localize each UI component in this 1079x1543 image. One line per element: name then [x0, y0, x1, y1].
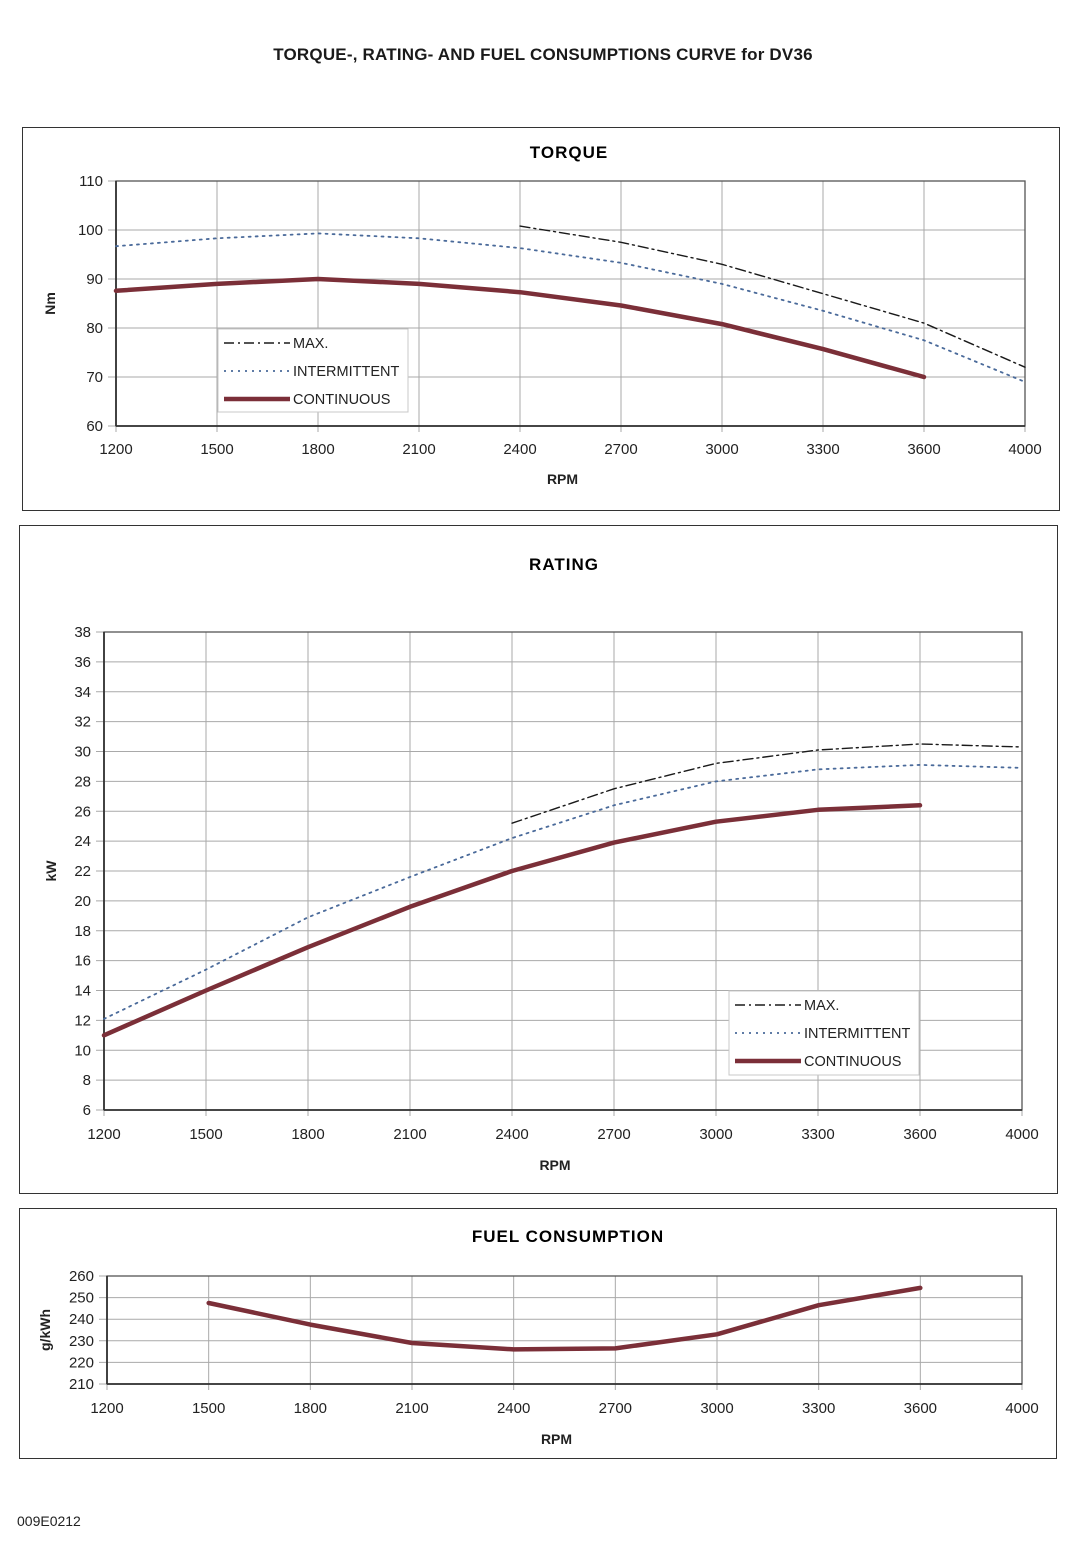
rating-chart: RATING 6 8 10 12 14 16 18 20 22 24 26 28 30 32 34 36 38 12…: [43, 555, 1039, 1173]
y-axis-label: Nm: [42, 292, 58, 315]
y-tick-label: 32: [74, 714, 91, 731]
y-tick-label: 28: [74, 773, 91, 790]
x-tick-label: 2700: [597, 1126, 630, 1143]
series-line-continuous: [206, 1285, 923, 1352]
fuel-consumption-chart-panel: FUEL CONSUMPTION 210 220 230 240 250 260 1200 15…: [19, 1208, 1057, 1459]
y-tick-label: 90: [86, 271, 103, 288]
y-tick-label: 110: [79, 173, 103, 190]
y-tick-label: 210: [69, 1376, 94, 1393]
x-tick-label: 1800: [294, 1400, 327, 1417]
legend-label-intermittent: INTERMITTENT: [293, 364, 399, 380]
torque-chart-panel: TORQUE 60 70 80 90 100 110 1200 1500 1800 2100 2400…: [22, 127, 1060, 511]
x-tick-label: 3000: [700, 1400, 733, 1417]
x-tick-label: 4000: [1008, 441, 1041, 458]
x-tick-label: 4000: [1005, 1400, 1038, 1417]
x-tick-label: 2700: [604, 441, 637, 458]
torque-chart: TORQUE 60 70 80 90 100 110 1200 1500 1800 2100 2400…: [42, 143, 1042, 487]
legend-label-max: MAX.: [293, 336, 328, 352]
series-line-continuous: [113, 276, 927, 380]
chart-title: RATING: [529, 555, 599, 574]
document-code: 009E0212: [17, 1513, 81, 1529]
y-tick-label: 80: [86, 320, 103, 337]
y-tick-label: 16: [74, 953, 91, 970]
document-title: TORQUE-, RATING- AND FUEL CONSUMPTIONS C…: [273, 45, 813, 64]
y-tick-label: 30: [74, 744, 91, 761]
x-tick-label: 4000: [1005, 1126, 1038, 1143]
x-tick-label: 2700: [599, 1400, 632, 1417]
x-tick-label: 2400: [495, 1126, 528, 1143]
legend-label-continuous: CONTINUOUS: [293, 392, 390, 408]
y-tick-label: 22: [74, 863, 91, 880]
legend-label-max: MAX.: [804, 998, 839, 1014]
y-axis-label: g/kWh: [37, 1309, 53, 1351]
x-tick-label: 3300: [802, 1400, 835, 1417]
x-tick-label: 3600: [903, 1126, 936, 1143]
x-tick-label: 2100: [395, 1400, 428, 1417]
x-axis-label: RPM: [547, 471, 578, 487]
x-tick-label: 3000: [705, 441, 738, 458]
chart-title: FUEL CONSUMPTION: [472, 1227, 664, 1246]
y-tick-label: 26: [74, 803, 91, 820]
x-tick-label: 1200: [99, 441, 132, 458]
x-tick-label: 1500: [200, 441, 233, 458]
y-tick-label: 34: [74, 684, 91, 701]
x-tick-label: 3600: [904, 1400, 937, 1417]
x-tick-label: 1800: [291, 1126, 324, 1143]
y-tick-label: 220: [69, 1354, 94, 1371]
legend-label-continuous: CONTINUOUS: [804, 1054, 901, 1070]
y-tick-label: 18: [74, 923, 91, 940]
x-axis-label: RPM: [539, 1157, 570, 1173]
series-line-max: [511, 743, 1023, 824]
y-axis-label: kW: [43, 860, 59, 882]
chart-legend: MAX. INTERMITTENT CONTINUOUS: [728, 990, 920, 1076]
chart-legend: MAX. INTERMITTENT CONTINUOUS: [217, 328, 409, 413]
y-tick-label: 38: [74, 624, 91, 641]
y-tick-label: 36: [74, 654, 91, 671]
x-tick-label: 2400: [503, 441, 536, 458]
x-tick-label: 2400: [497, 1400, 530, 1417]
y-tick-label: 20: [74, 893, 91, 910]
series-line-continuous: [101, 803, 923, 1038]
chart-title: TORQUE: [530, 143, 608, 162]
y-tick-label: 250: [69, 1290, 94, 1307]
y-tick-label: 24: [74, 833, 91, 850]
x-axis-label: RPM: [541, 1431, 572, 1447]
y-tick-label: 260: [69, 1268, 94, 1285]
x-tick-label: 3000: [699, 1126, 732, 1143]
x-tick-label: 2100: [393, 1126, 426, 1143]
series-line-intermittent: [103, 763, 1023, 1020]
rating-chart-panel: RATING 6 8 10 12 14 16 18 20 22 24 26 28 30 32 34 36 38 12…: [19, 525, 1058, 1194]
y-tick-label: 100: [78, 222, 103, 239]
legend-label-intermittent: INTERMITTENT: [804, 1026, 910, 1042]
y-tick-label: 70: [86, 369, 103, 386]
y-tick-label: 6: [83, 1102, 91, 1119]
x-tick-label: 1800: [301, 441, 334, 458]
x-tick-label: 3300: [801, 1126, 834, 1143]
series-line-intermittent: [115, 232, 1026, 383]
y-tick-label: 14: [74, 983, 91, 1000]
x-tick-label: 3600: [907, 441, 940, 458]
x-tick-label: 1200: [87, 1126, 120, 1143]
fuel-consumption-chart: FUEL CONSUMPTION 210 220 230 240 250 260 1200 15…: [37, 1227, 1039, 1447]
y-tick-label: 240: [69, 1311, 94, 1328]
x-tick-label: 1200: [90, 1400, 123, 1417]
y-tick-label: 60: [86, 418, 103, 435]
x-tick-label: 1500: [192, 1400, 225, 1417]
x-tick-label: 1500: [189, 1126, 222, 1143]
x-tick-label: 3300: [806, 441, 839, 458]
y-tick-label: 10: [74, 1042, 91, 1059]
y-tick-label: 8: [83, 1072, 91, 1089]
series-line-max: [519, 225, 1026, 368]
x-tick-label: 2100: [402, 441, 435, 458]
y-tick-label: 12: [74, 1012, 91, 1029]
y-tick-label: 230: [69, 1333, 94, 1350]
